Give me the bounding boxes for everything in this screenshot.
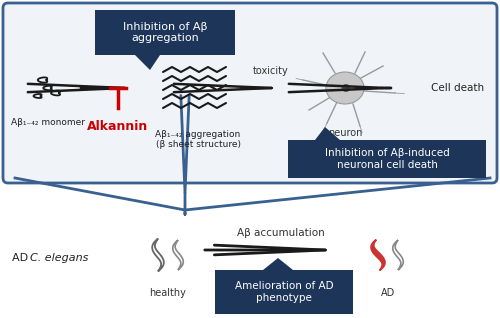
Text: Inhibition of Aβ-induced
neuronal cell death: Inhibition of Aβ-induced neuronal cell d… <box>324 148 450 170</box>
FancyBboxPatch shape <box>215 270 353 314</box>
Text: Aβ₁₋₄₂ monomer: Aβ₁₋₄₂ monomer <box>11 118 85 127</box>
Text: neuron: neuron <box>328 128 362 138</box>
Polygon shape <box>371 239 385 270</box>
Ellipse shape <box>326 72 364 104</box>
Text: C. elegans: C. elegans <box>30 253 88 263</box>
Text: Alkannin: Alkannin <box>88 120 148 133</box>
FancyBboxPatch shape <box>95 10 235 55</box>
Text: healthy: healthy <box>150 288 186 298</box>
Polygon shape <box>263 258 293 270</box>
FancyBboxPatch shape <box>288 140 486 178</box>
Text: AD: AD <box>381 288 395 298</box>
Polygon shape <box>315 127 340 140</box>
Text: Amelioration of AD
phenotype: Amelioration of AD phenotype <box>234 281 334 303</box>
Text: Aβ accumulation: Aβ accumulation <box>237 228 325 238</box>
Text: Aβ₁₋₄₂ aggregation
(β sheet structure): Aβ₁₋₄₂ aggregation (β sheet structure) <box>156 130 240 149</box>
FancyBboxPatch shape <box>3 3 497 183</box>
Text: Cell death: Cell death <box>432 83 484 93</box>
Ellipse shape <box>342 85 350 92</box>
Polygon shape <box>135 55 160 70</box>
Text: Inhibition of Aβ
aggregation: Inhibition of Aβ aggregation <box>123 22 208 43</box>
Text: toxicity: toxicity <box>253 66 289 76</box>
Text: AD: AD <box>12 253 32 263</box>
